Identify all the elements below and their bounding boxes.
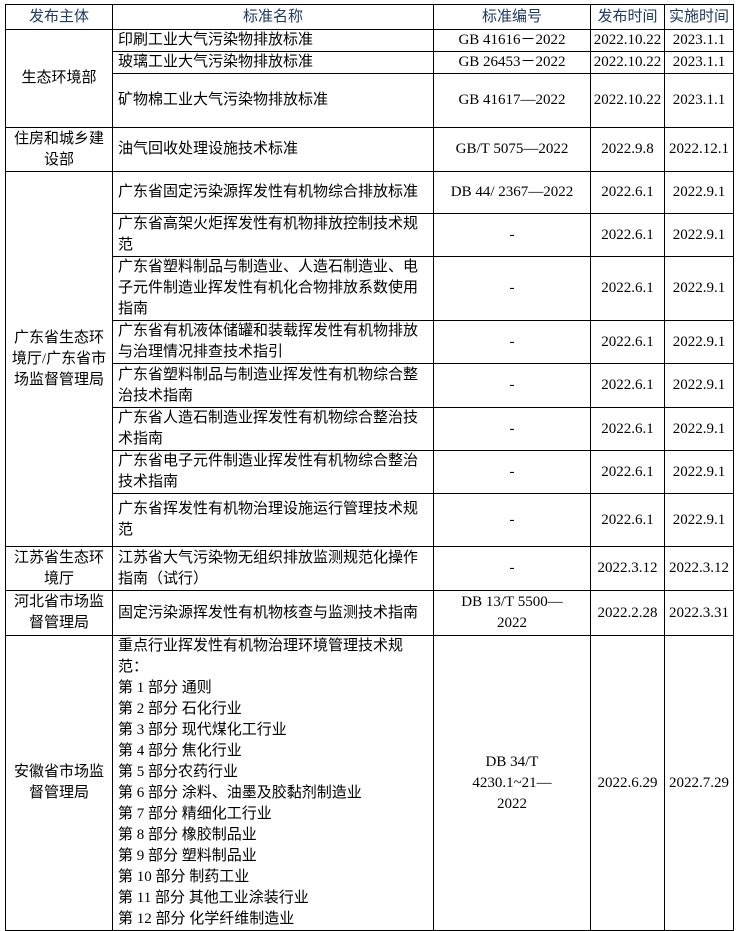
- publish-date-cell: 2022.6.1: [590, 407, 665, 451]
- table-row: 生态环境部 印刷工业大气污染物排放标准 GB 41616－2022 2022.10.2…: [5, 29, 734, 128]
- table-row: 住房和城乡建设部 油气回收处理设施技术标准 GB/T 5075—2022 2022.9…: [5, 127, 734, 172]
- standards-table: 发布主体 标准名称 标准编号 发布时间 实施时间 生态环境部 印刷工业大气污染物排…: [5, 4, 734, 931]
- publish-date-cell: 2022.3.12: [590, 546, 665, 591]
- standard-code-cell: -: [433, 320, 591, 364]
- publisher-cell: 广东省生态环境厅/广东省市场监督管理局: [5, 171, 113, 547]
- standard-code-cell: -: [433, 546, 591, 591]
- standard-name-cell: 玻璃工业大气污染物排放标准: [112, 51, 434, 74]
- publish-date-cell: 2022.6.1: [590, 363, 665, 408]
- publish-date-cell: 2022.6.1: [590, 256, 665, 321]
- standard-code-text: DB 34/T 4230.1~21—2022: [472, 753, 552, 812]
- standard-code-cell: DB 13/T 5500—2022: [433, 590, 591, 636]
- publish-date-cell: 2022.10.22: [590, 29, 665, 52]
- standard-name-cell: 广东省有机液体储罐和装载挥发性有机物排放与治理情况排查技术指引: [112, 320, 434, 364]
- standard-name-cell: 固定污染源挥发性有机物核查与监测技术指南: [112, 590, 434, 636]
- table-row: 广东省高架火炬挥发性有机物排放控制技术规范 -2022.6.1 2022.9.1: [6, 213, 734, 257]
- header-standard-code: 标准编号: [433, 4, 591, 30]
- effective-date-cell: 2023.1.1: [664, 29, 734, 52]
- effective-date-cell: 2022.9.1: [664, 493, 734, 547]
- standard-name-cell: 广东省固定污染源挥发性有机物综合排放标准: [112, 171, 434, 214]
- standard-code-text: DB 13/T 5500—2022: [461, 594, 563, 631]
- effective-date-cell: 2023.1.1: [664, 73, 734, 128]
- standard-code-cell: -: [433, 493, 591, 547]
- standard-code-cell: DB 34/T 4230.1~21—2022: [433, 635, 591, 931]
- table-row: 江苏省生态环境厅 江苏省大气污染物无组织排放监测规范化操作指南（试行） -2022.…: [5, 546, 734, 591]
- effective-date-cell: 2022.9.1: [664, 171, 734, 214]
- effective-date-cell: 2022.3.12: [664, 546, 734, 591]
- publisher-cell: 江苏省生态环境厅: [5, 546, 113, 591]
- effective-date-cell: 2022.9.1: [664, 450, 734, 494]
- header-publisher: 发布主体: [5, 4, 113, 30]
- effective-date-cell: 2023.1.1: [664, 51, 734, 74]
- header-effective-date: 实施时间: [664, 4, 734, 30]
- standard-code-cell: -: [433, 363, 591, 408]
- standard-name-cell: 江苏省大气污染物无组织排放监测规范化操作指南（试行）: [112, 546, 434, 591]
- table-row: 广东省生态环境厅/广东省市场监督管理局 广东省固定污染源挥发性有机物综合排放标准 D…: [5, 171, 734, 547]
- table-row: 矿物棉工业大气污染物排放标准 GB 41617—2022 2022.10.22 202…: [6, 73, 734, 128]
- publisher-cell: 河北省市场监督管理局: [5, 590, 113, 636]
- standard-name-cell: 广东省人造石制造业挥发性有机物综合整治技术指南: [112, 407, 434, 451]
- table-row: 玻璃工业大气污染物排放标准 GB 26453－2022 2022.10.22 2023…: [6, 51, 734, 74]
- publisher-cell: 安徽省市场监督管理局: [5, 635, 113, 931]
- table-row: 广东省塑料制品与制造业、人造石制造业、电子元件制造业挥发性有机化合物排放系数使用…: [6, 256, 734, 321]
- publish-date-cell: 2022.2.28: [590, 590, 665, 636]
- standard-code-cell: -: [433, 213, 591, 257]
- standard-name-cell: 油气回收处理设施技术标准: [112, 127, 434, 172]
- standard-code-cell: -: [433, 450, 591, 494]
- standard-name-cell: 广东省电子元件制造业挥发性有机物综合整治技术指南: [112, 450, 434, 494]
- effective-date-cell: 2022.9.1: [664, 256, 734, 321]
- publish-date-cell: 2022.9.8: [590, 127, 665, 172]
- effective-date-cell: 2022.3.31: [664, 590, 734, 636]
- publish-date-cell: 2022.6.1: [590, 213, 665, 257]
- table-row: 广东省人造石制造业挥发性有机物综合整治技术指南 -2022.6.1 2022.9.1: [6, 407, 734, 451]
- table-row: 广东省有机液体储罐和装载挥发性有机物排放与治理情况排查技术指引 -2022.6.1…: [6, 320, 734, 364]
- publish-date-cell: 2022.6.1: [590, 450, 665, 494]
- standard-code-cell: DB 44/ 2367—2022: [433, 171, 591, 214]
- header-publish-date: 发布时间: [590, 4, 665, 30]
- standard-code-cell: GB 41616－2022: [433, 29, 591, 52]
- publish-date-cell: 2022.6.29: [590, 635, 665, 931]
- standard-name-cell: 广东省塑料制品与制造业挥发性有机物综合整治技术指南: [112, 363, 434, 408]
- standard-name-cell: 重点行业挥发性有机物治理环境管理技术规范： 第 1 部分 通则 第 2 部分 石…: [112, 635, 434, 931]
- table-row: 安徽省市场监督管理局 重点行业挥发性有机物治理环境管理技术规范： 第 1 部分 通…: [5, 635, 734, 931]
- publish-date-cell: 2022.6.1: [590, 493, 665, 547]
- table-row: 广东省电子元件制造业挥发性有机物综合整治技术指南 -2022.6.1 2022.9.…: [6, 450, 734, 494]
- publish-date-cell: 2022.10.22: [590, 73, 665, 128]
- publish-date-cell: 2022.6.1: [590, 171, 665, 214]
- publisher-cell: 住房和城乡建设部: [5, 127, 113, 172]
- standard-code-cell: GB 26453－2022: [433, 51, 591, 74]
- standard-name-cell: 广东省塑料制品与制造业、人造石制造业、电子元件制造业挥发性有机化合物排放系数使用…: [112, 256, 434, 321]
- standard-code-cell: -: [433, 256, 591, 321]
- standard-name-cell: 矿物棉工业大气污染物排放标准: [112, 73, 434, 128]
- effective-date-cell: 2022.7.29: [664, 635, 734, 931]
- standard-name-cell: 印刷工业大气污染物排放标准: [112, 29, 434, 52]
- standard-name-cell: 广东省高架火炬挥发性有机物排放控制技术规范: [112, 213, 434, 257]
- table-body: 生态环境部 印刷工业大气污染物排放标准 GB 41616－2022 2022.10.2…: [5, 29, 734, 931]
- publish-date-cell: 2022.6.1: [590, 320, 665, 364]
- effective-date-cell: 2022.9.1: [664, 407, 734, 451]
- header-row: 发布主体 标准名称 标准编号 发布时间 实施时间: [5, 4, 734, 30]
- standard-code-cell: GB/T 5075—2022: [433, 127, 591, 172]
- header-standard-name: 标准名称: [112, 4, 434, 30]
- table-row: 广东省挥发性有机物治理设施运行管理技术规范 -2022.6.1 2022.9.1: [6, 493, 734, 547]
- effective-date-cell: 2022.9.1: [664, 363, 734, 408]
- standard-code-cell: -: [433, 407, 591, 451]
- effective-date-cell: 2022.9.1: [664, 213, 734, 257]
- effective-date-cell: 2022.9.1: [664, 320, 734, 364]
- publisher-cell: 生态环境部: [5, 29, 113, 128]
- table-row: 广东省塑料制品与制造业挥发性有机物综合整治技术指南 -2022.6.1 2022.9…: [6, 363, 734, 408]
- table-row: 河北省市场监督管理局 固定污染源挥发性有机物核查与监测技术指南 DB 13/T 55…: [5, 590, 734, 636]
- standard-code-cell: GB 41617—2022: [433, 73, 591, 128]
- standard-name-cell: 广东省挥发性有机物治理设施运行管理技术规范: [112, 493, 434, 547]
- publish-date-cell: 2022.10.22: [590, 51, 665, 74]
- effective-date-cell: 2022.12.1: [664, 127, 734, 172]
